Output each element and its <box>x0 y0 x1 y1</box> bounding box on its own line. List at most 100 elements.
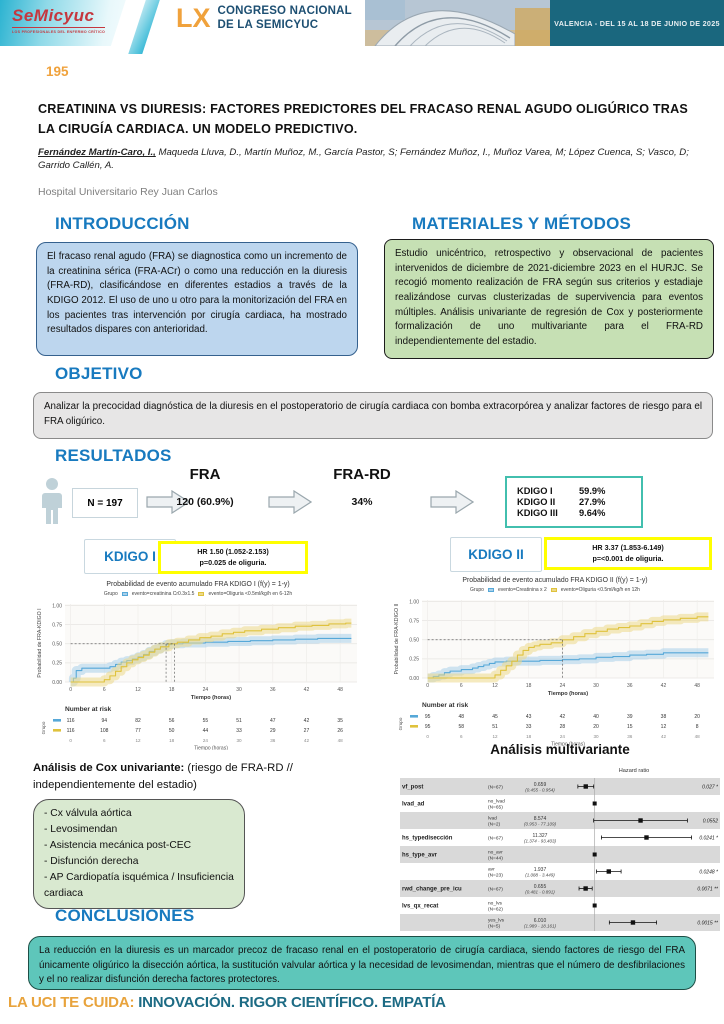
y-tick-label: 0.75 <box>409 618 419 624</box>
risk-count: 35 <box>337 718 343 724</box>
valencia-photo <box>365 0 550 46</box>
forest-n-label: (N=5) <box>488 923 501 929</box>
y-tick-label: 0.50 <box>52 642 62 648</box>
risk-row-marker-icon <box>410 725 418 728</box>
heading-materiales: MATERIALES Y MÉTODOS <box>412 214 632 233</box>
footer-slogan-prefix: LA UCI TE CUIDA: <box>8 994 139 1011</box>
x-tick-label: 12 <box>492 734 498 739</box>
congress-location-banner: VALENCIA - DEL 15 AL 18 DE JUNIO DE 2025 <box>550 0 724 46</box>
risk-count: 39 <box>627 714 633 720</box>
x-tick-label: 18 <box>169 738 175 743</box>
kdigo1-hr-line1: HR 1.50 (1.052-2.153) <box>197 546 269 556</box>
x-tick-label: 42 <box>304 738 310 743</box>
forest-var-label: hs_type_avr <box>402 853 438 859</box>
cox-univariate-list: - Cx válvula aórtica - Levosimendan - Asis… <box>33 799 245 909</box>
cox-list-item: - Cx válvula aórtica <box>44 808 132 819</box>
legend-series-name: evento=creatinina Cr0.3x1.5 <box>131 591 195 597</box>
y-tick-label: 0.00 <box>409 676 419 682</box>
risk-count: 94 <box>102 718 108 724</box>
forest-p-value: 0.0241 * <box>699 836 719 842</box>
x-axis-label: Tiempo (horas) <box>191 695 231 701</box>
forest-row-shade <box>400 880 720 897</box>
forest-ci: (0.481 - 0.891) <box>525 890 555 895</box>
congress-title: CONGRESO NACIONAL DE LA SEMICYUC <box>218 5 352 31</box>
x-tick-label: 48 <box>337 687 343 693</box>
forest-var-label: vf_post <box>402 785 423 791</box>
forest-group-label: yes_lvs <box>488 918 505 924</box>
x-tick-label: 30 <box>593 683 599 689</box>
x-tick-label: 42 <box>661 734 667 739</box>
x-tick-label: 24 <box>560 734 566 739</box>
risk-count: 8 <box>696 724 699 730</box>
x-tick-label: 0 <box>69 738 72 743</box>
x-tick-label: 18 <box>526 734 532 739</box>
header-bar: SeMicyuc LOS PROFESIONALES DEL ENFERMO C… <box>0 0 724 54</box>
risk-count: 47 <box>270 718 276 724</box>
kdigo2-hr-line1: HR 3.37 (1.853-6.149) <box>592 542 664 552</box>
risk-count: 116 <box>67 728 75 734</box>
forest-estimate: 8.574 <box>534 816 547 822</box>
forest-ci: (0.953 - 77.109) <box>524 822 557 827</box>
kdigo-stage-row: KDIGO II 27.9% <box>517 497 631 507</box>
poster-title: CREATININA VS DIURESIS: FACTORES PREDICT… <box>38 102 688 136</box>
risk-row-marker-icon <box>53 729 61 732</box>
risk-count: 20 <box>593 724 599 730</box>
x-tick-label: 18 <box>526 683 532 689</box>
congress-title-block: LX CONGRESO NACIONAL DE LA SEMICYUC <box>176 5 352 32</box>
kdigo-stage-row: KDIGO I 59.9% <box>517 486 631 496</box>
x-tick-label: 36 <box>270 687 276 693</box>
risk-count: 116 <box>67 718 75 724</box>
forest-group-label: no_lvs <box>488 901 502 907</box>
risk-count: 51 <box>236 718 242 724</box>
forest-estimate: 6.010 <box>534 918 547 924</box>
forest-reference-marker <box>592 852 597 857</box>
legend-title: Grupo <box>103 591 118 597</box>
risk-row-marker-icon <box>53 719 61 722</box>
kdigo1-chart-panel: Probabilidad de evento acumulado FRA KDI… <box>33 581 363 751</box>
kdigo2-chart-legend: Grupo evento=Creatinina x 2 evento=Oliguri… <box>390 586 720 594</box>
x-tick-label: 36 <box>270 738 276 743</box>
y-tick-label: 0.50 <box>409 638 419 644</box>
kdigo1-chart-legend: Grupo evento=creatinina Cr0.3x1.5 evento=O… <box>33 590 363 598</box>
y-axis-label: Probabilidad de FRA-KDIGO II <box>394 604 400 675</box>
forest-point-marker <box>644 835 649 840</box>
conclusiones-box: La reducción en la diuresis es un marcad… <box>28 936 696 990</box>
kdigo2-hr-line2: p=<0.001 de oliguria. <box>592 553 664 563</box>
congress-location-text: VALENCIA - DEL 15 AL 18 DE JUNIO DE 2025 <box>554 18 720 28</box>
kdigo-stage-label: KDIGO III <box>517 508 558 518</box>
risk-count: 26 <box>337 728 343 734</box>
semicyuc-logo-tagline: LOS PROFESIONALES DEL ENFERMO CRÍTICO <box>12 30 106 34</box>
x-tick-label: 6 <box>460 683 463 689</box>
x-tick-label: 0 <box>426 734 429 739</box>
x-tick-label: 42 <box>304 687 310 693</box>
fra-value: 120 (60.9%) <box>176 496 234 508</box>
cox-list-item: - Disfunción derecha <box>44 855 139 867</box>
kdigo-stage-value: 27.9% <box>579 497 606 507</box>
risk-count: 45 <box>492 714 498 720</box>
forest-row-shade <box>400 914 720 931</box>
x-tick-label: 36 <box>627 683 633 689</box>
risk-count: 50 <box>169 728 175 734</box>
risk-count: 43 <box>526 714 532 720</box>
kdigo1-km-plot: 0.00 0.25 0.50 0.75 1.00 0 6 12 18 24 30 36 42 48 Tiem… <box>37 603 357 750</box>
materiales-box: Estudio unicéntrico, retrospectivo y obs… <box>384 239 714 359</box>
forest-var-label: rwd_change_pre_icu <box>402 887 462 893</box>
forest-point-marker <box>606 869 611 874</box>
x-axis-label: Tiempo (horas) <box>551 742 585 747</box>
risk-count: 33 <box>526 724 532 730</box>
survival-curve <box>427 616 709 679</box>
x-tick-label: 6 <box>460 734 463 739</box>
forest-estimate: 1.937 <box>534 867 547 873</box>
x-tick-label: 0 <box>426 683 429 689</box>
heading-conclusiones: CONCLUSIONES <box>55 906 195 925</box>
x-tick-label: 6 <box>103 738 106 743</box>
x-tick-label: 24 <box>560 683 566 689</box>
footer-slogan: LA UCI TE CUIDA: INNOVACIÓN. RIGOR CIENT… <box>8 994 446 1011</box>
risk-count: 108 <box>100 728 109 734</box>
forest-n-label: (N=65) <box>488 804 503 810</box>
risk-count: 15 <box>627 724 633 730</box>
forest-estimate: 0.655 <box>534 884 547 890</box>
forest-p-value: 0.0248 * <box>699 870 719 876</box>
x-tick-label: 18 <box>169 687 175 693</box>
